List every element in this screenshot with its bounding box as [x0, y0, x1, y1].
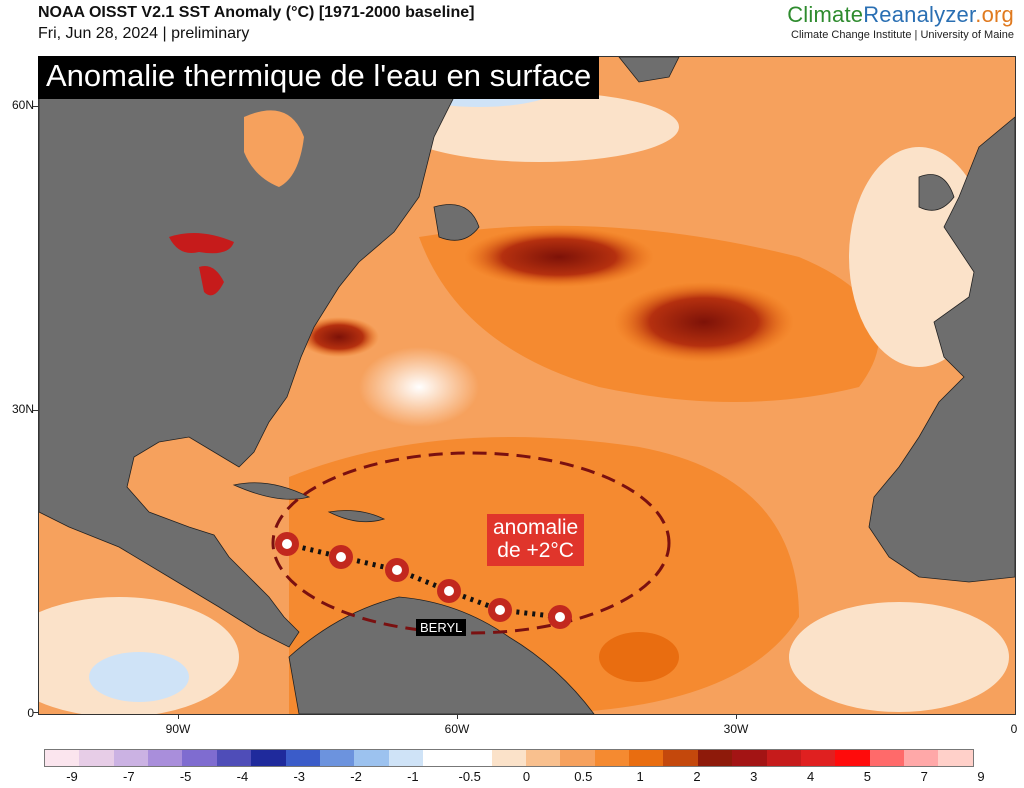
lon-label-90w: 90W — [165, 722, 191, 736]
colorbar-cell — [79, 750, 114, 766]
hot-patch-gulfstream — [464, 227, 654, 287]
map-date: Fri, Jun 28, 2024 | preliminary — [38, 25, 250, 42]
brand-subtitle: Climate Change Institute | University of… — [791, 29, 1014, 41]
storm-marker-1 — [275, 532, 299, 556]
colorbar-cell — [938, 750, 973, 766]
colorbar-tick-label: 0.5 — [574, 769, 593, 784]
anomaly-ellipse — [271, 451, 671, 635]
water-great-lakes — [169, 233, 234, 296]
land-europe-africa — [868, 116, 1015, 583]
brand-logo[interactable]: ClimateReanalyzer.org Climate Change Ins… — [787, 2, 1014, 41]
lon-label-60w: 60W — [444, 722, 470, 736]
lat-label-0: 0 — [27, 706, 34, 720]
colorbar-tick-label: 7 — [920, 769, 928, 784]
land-cuba — [232, 482, 311, 500]
colorbar-cell — [629, 750, 664, 766]
land-hispaniola — [327, 510, 386, 523]
storm-marker-6 — [548, 605, 572, 629]
colorbar-tick-label: 5 — [863, 769, 871, 784]
land-south-america — [288, 596, 595, 714]
brand-name-part2: Reanalyzer — [863, 2, 976, 27]
colorbar-tick-label: -4 — [236, 769, 249, 784]
colorbar-cell — [319, 750, 355, 766]
colorbar-tick-label: -0.5 — [458, 769, 481, 784]
colorbar-cell — [251, 750, 286, 766]
brand-name-part3: .org — [975, 2, 1014, 27]
hot-patch-midatlantic — [614, 282, 794, 362]
colorbar-tick-label: -7 — [123, 769, 135, 784]
colorbar-cell — [148, 750, 183, 766]
storm-label: BERYL — [416, 619, 467, 636]
map-canvas — [39, 57, 1015, 714]
land-greenland — [618, 57, 680, 83]
colorbar-tick-label: 0 — [522, 769, 531, 784]
colorbar-tick-label: 1 — [636, 769, 644, 784]
brand-name: ClimateReanalyzer.org — [787, 2, 1014, 28]
lat-tick — [33, 712, 38, 713]
annotation-line2: de +2°C — [497, 539, 574, 563]
colorbar-cell — [526, 750, 561, 766]
colorbar-cell — [800, 750, 836, 766]
overlay-title: Anomalie thermique de l'eau en surface — [38, 56, 600, 99]
land-british-isles — [918, 174, 955, 211]
water-hudson-bay — [244, 110, 304, 187]
colorbar-cell — [766, 750, 801, 766]
colorbar-cell — [354, 750, 389, 766]
lon-label-30w: 30W — [723, 722, 749, 736]
colorbar-cell — [560, 750, 595, 766]
colorbar-tick-label: -2 — [350, 769, 362, 784]
colorbar-tick-label: 3 — [750, 769, 758, 784]
neutral-patch-gulf-guinea — [789, 602, 1009, 712]
lat-tick — [33, 106, 38, 107]
colorbar-tick-label: -3 — [293, 769, 306, 784]
colorbar-tick-label: -1 — [407, 769, 419, 784]
lon-tick — [178, 714, 179, 719]
neutral-patch-labrador — [399, 92, 679, 162]
storm-marker-5 — [488, 598, 512, 622]
colorbar-cell — [697, 750, 733, 766]
colorbar-tick-label: -5 — [179, 769, 192, 784]
colorbar-cell — [182, 750, 217, 766]
neutral-patch-sargasso — [359, 347, 479, 427]
lon-tick — [457, 714, 458, 719]
colorbar-cell — [45, 750, 80, 766]
lon-label-0: 0 — [1010, 722, 1018, 736]
anomaly-annotation: anomalie de +2°C — [487, 514, 585, 567]
colorbar-cell — [835, 750, 870, 766]
hot-patch-shelf — [299, 317, 379, 357]
brand-name-part1: Climate — [787, 2, 864, 27]
lat-tick — [33, 410, 38, 411]
colorbar-cell — [113, 750, 149, 766]
lat-label-30n: 30N — [11, 402, 34, 416]
colorbar-tick-label: 4 — [806, 769, 815, 784]
colorbar-tick-label: 2 — [693, 769, 701, 784]
colorbar-cell — [216, 750, 252, 766]
lat-label-60n: 60N — [11, 98, 34, 112]
colorbar-cell — [457, 750, 492, 766]
warm-patch-south — [599, 632, 679, 682]
lon-tick — [736, 714, 737, 719]
storm-marker-2 — [329, 545, 353, 569]
storm-marker-4 — [437, 579, 461, 603]
annotation-line1: anomalie — [493, 516, 579, 539]
colorbar-cell — [285, 750, 320, 766]
colorbar-cell — [388, 750, 423, 766]
colorbar-cell — [663, 750, 698, 766]
colorbar-cell — [732, 750, 767, 766]
colorbar-cell — [903, 750, 939, 766]
sst-anomaly-map — [38, 56, 1016, 715]
colorbar-cell — [869, 750, 904, 766]
map-title: NOAA OISST V2.1 SST Anomaly (°C) [1971-2… — [38, 4, 475, 21]
colorbar-cell — [491, 750, 527, 766]
land-north-america — [39, 57, 455, 648]
colorbar-cell — [422, 750, 458, 766]
storm-marker-3 — [385, 558, 409, 582]
colorbar-tick-label: 9 — [977, 769, 985, 784]
colorbar-cell — [594, 750, 630, 766]
cool-patch-pacific — [89, 652, 189, 702]
colorbar-tick-label: -9 — [66, 769, 78, 784]
colorbar — [44, 749, 974, 767]
land-newfoundland — [433, 204, 480, 241]
